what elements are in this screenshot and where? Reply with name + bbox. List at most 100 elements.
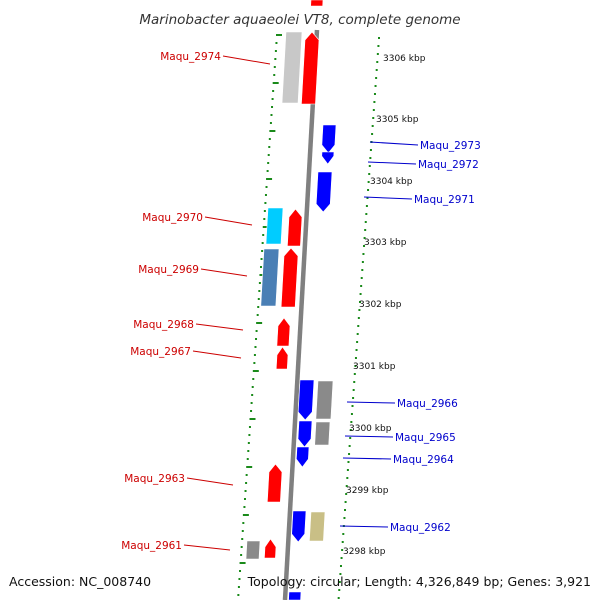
tick-mark-right [357, 325, 360, 327]
gene-steel-2969 [260, 248, 280, 307]
kbp-label: 3298 kbp [343, 547, 386, 557]
tick-mark-right [363, 245, 366, 247]
gene-maqu-2971 [315, 171, 333, 213]
tick-mark-left [252, 370, 259, 372]
tick-mark-left [256, 322, 263, 324]
tick-mark-right [368, 173, 371, 175]
tick-mark-left [273, 74, 276, 76]
kbp-label: 3299 kbp [346, 486, 389, 496]
tick-mark-right [360, 277, 363, 279]
gene-label-reverse: Maqu_2965 [395, 432, 456, 444]
tick-mark-left [256, 314, 259, 316]
tick-mark-left [272, 82, 279, 84]
tick-mark-right [343, 517, 346, 519]
gene-maqu-2968 [276, 317, 291, 347]
tick-mark-right [375, 77, 378, 79]
tick-mark-right [368, 165, 371, 167]
tick-mark-right [375, 69, 378, 71]
tick-mark-left [272, 90, 275, 92]
tick-mark-right [365, 213, 368, 215]
tick-mark-right [340, 557, 343, 559]
tick-mark-right [362, 253, 365, 255]
tick-mark-left [250, 402, 253, 404]
tick-mark-left [263, 218, 266, 220]
tick-mark-left [251, 386, 254, 388]
tick-mark-right [339, 573, 342, 575]
gene-maqu-2965 [297, 420, 313, 448]
tick-mark-left [237, 594, 240, 596]
tick-mark-right [344, 501, 347, 503]
tick-mark-right [364, 229, 367, 231]
gene-cyan-2970 [265, 207, 284, 245]
tick-mark-right [353, 381, 356, 383]
tick-mark-right [356, 333, 359, 335]
tick-mark-right [360, 285, 363, 287]
tick-mark-right [359, 293, 362, 295]
tick-mark-left [260, 258, 263, 260]
gene-label-forward: Maqu_2969 [138, 264, 199, 276]
tick-mark-left [269, 122, 272, 124]
tick-mark-left [247, 442, 250, 444]
tick-mark-right [348, 453, 351, 455]
tick-mark-right [364, 221, 367, 223]
tick-mark-left [270, 114, 273, 116]
gene-top-edge [310, 0, 324, 7]
tick-mark-left [245, 474, 248, 476]
gene-maqu-2966 [297, 379, 315, 421]
tick-mark-right [361, 261, 364, 263]
tick-mark-right [358, 309, 361, 311]
tick-mark-right [361, 269, 364, 271]
tick-mark-left [262, 234, 265, 236]
tick-mark-left [264, 194, 267, 196]
gene-label-forward: Maqu_2967 [130, 346, 191, 358]
gene-maqu-2962 [291, 510, 307, 543]
tick-mark-left [243, 506, 246, 508]
leader-line-forward [183, 544, 231, 551]
tick-mark-right [345, 485, 348, 487]
kbp-label: 3306 kbp [383, 54, 426, 64]
leader-line-forward [222, 55, 271, 65]
tick-mark-right [352, 397, 355, 399]
tick-mark-right [346, 469, 349, 471]
tick-mark-right [365, 205, 368, 207]
tick-mark-left [264, 202, 267, 204]
tick-mark-left [276, 34, 282, 36]
gene-maqu-2972 [321, 151, 335, 165]
tick-mark-left [267, 154, 270, 156]
gene-gray-2974 [281, 31, 303, 104]
tick-mark-right [378, 37, 380, 39]
tick-mark-left [241, 530, 244, 532]
tick-mark-left [253, 354, 256, 356]
tick-mark-left [261, 250, 264, 252]
tick-mark-left [250, 410, 253, 412]
gene-maqu-2973 [321, 124, 337, 154]
tick-mark-right [371, 125, 374, 127]
gene-maqu-2963 [266, 463, 283, 503]
tick-mark-left [241, 538, 244, 540]
kbp-scale-labels: 3306 kbp 3305 kbp 3304 kbp 3303 kbp 3302 kbp… [343, 54, 426, 557]
tick-mark-left [258, 290, 261, 292]
tick-mark-left [266, 178, 273, 180]
tick-mark-right [356, 341, 359, 343]
leader-line-reverse [363, 196, 413, 200]
tick-mark-right [338, 581, 341, 583]
gene-gray-2966 [315, 380, 334, 420]
tick-mark-left [246, 466, 253, 468]
leader-line-forward [192, 350, 242, 359]
tick-mark-right [369, 157, 372, 159]
leader-line-reverse [369, 141, 419, 146]
tick-mark-left [253, 362, 256, 364]
leader-line-reverse [346, 401, 396, 404]
gene-maqu-2974 [301, 31, 320, 105]
tick-mark-left [258, 282, 261, 284]
tick-mark-left [263, 210, 266, 212]
tick-mark-right [339, 565, 342, 567]
tick-mark-left [254, 346, 257, 348]
ticks-right [337, 37, 380, 599]
tick-mark-left [255, 330, 258, 332]
tick-mark-right [338, 589, 341, 591]
tick-mark-right [358, 301, 361, 303]
accession-label: Accession: NC_008740 [9, 574, 151, 589]
tick-mark-left [268, 146, 271, 148]
tick-mark-left [257, 306, 260, 308]
